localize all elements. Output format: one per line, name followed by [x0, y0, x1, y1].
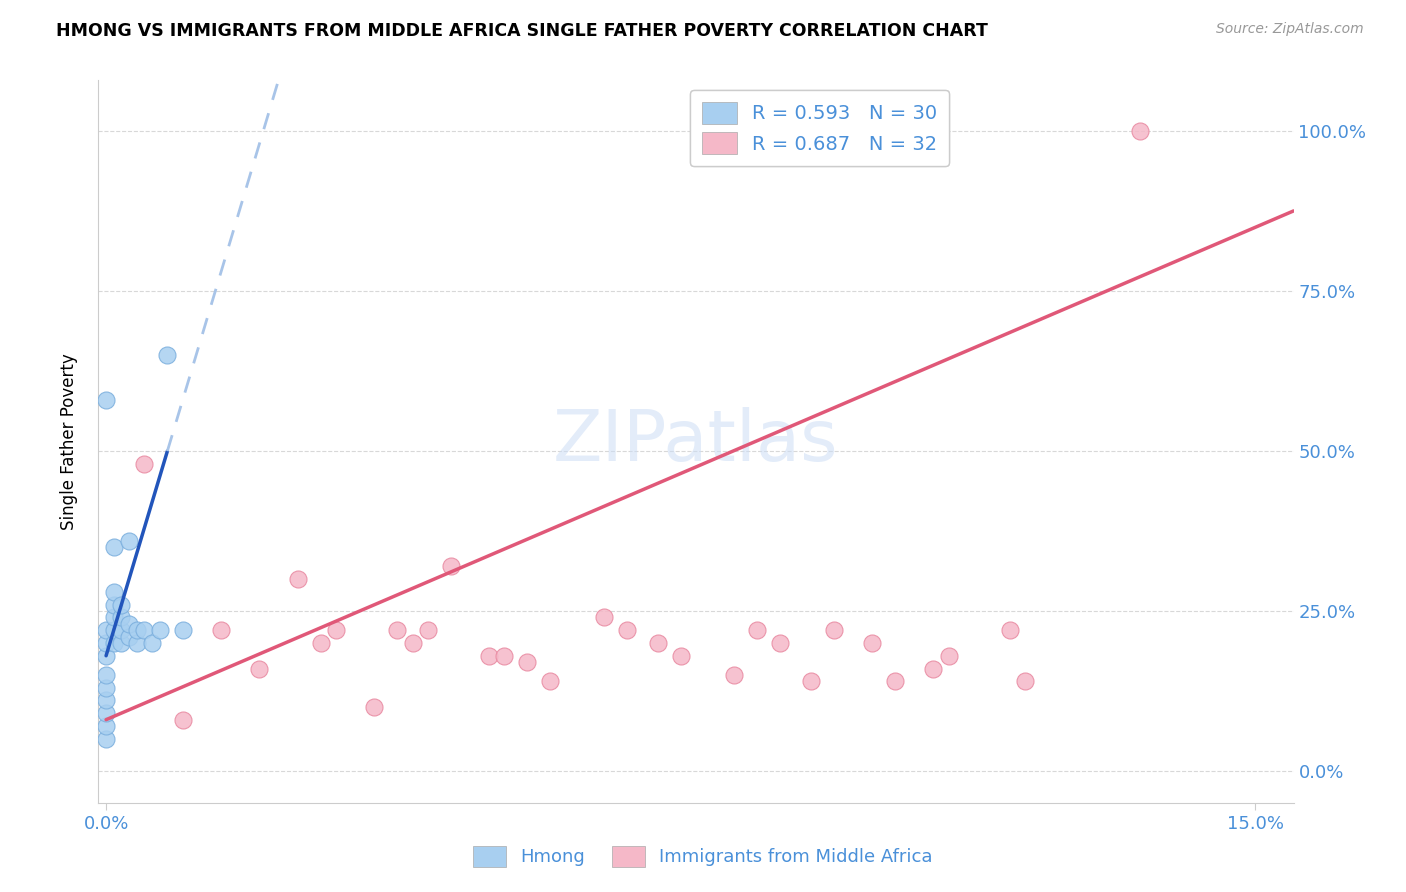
Point [325, 623, 347, 637]
Point [593, 610, 616, 624]
Point [172, 623, 194, 637]
Point [94, 719, 117, 733]
Point [103, 636, 125, 650]
Point [118, 630, 141, 644]
Point [247, 661, 270, 675]
Point [110, 610, 132, 624]
Point [94, 693, 117, 707]
Point [94, 648, 117, 663]
Text: Source: ZipAtlas.com: Source: ZipAtlas.com [1216, 22, 1364, 37]
Point [125, 636, 148, 650]
Point [110, 598, 132, 612]
Point [103, 610, 125, 624]
Point [172, 713, 194, 727]
Point [141, 636, 163, 650]
Point [94, 623, 117, 637]
Point [998, 623, 1021, 637]
Point [156, 348, 179, 362]
Point [538, 674, 561, 689]
Legend: Hmong, Immigrants from Middle Africa: Hmong, Immigrants from Middle Africa [467, 838, 939, 874]
Point [94, 681, 117, 695]
Point [125, 623, 148, 637]
Point [363, 699, 385, 714]
Point [860, 636, 883, 650]
Point [110, 636, 132, 650]
Legend: R = 0.593   N = 30, R = 0.687   N = 32: R = 0.593 N = 30, R = 0.687 N = 32 [690, 90, 949, 166]
Point [134, 623, 156, 637]
Point [416, 623, 439, 637]
Point [769, 636, 792, 650]
Point [516, 655, 538, 669]
Text: HMONG VS IMMIGRANTS FROM MIDDLE AFRICA SINGLE FATHER POVERTY CORRELATION CHART: HMONG VS IMMIGRANTS FROM MIDDLE AFRICA S… [56, 22, 988, 40]
Point [494, 648, 516, 663]
Point [94, 706, 117, 721]
Point [103, 540, 125, 554]
Point [1129, 124, 1152, 138]
Point [209, 623, 232, 637]
Point [1014, 674, 1036, 689]
Point [800, 674, 823, 689]
Point [823, 623, 845, 637]
Point [103, 584, 125, 599]
Point [287, 572, 309, 586]
Point [922, 661, 945, 675]
Point [149, 623, 172, 637]
Point [440, 559, 463, 574]
Point [647, 636, 669, 650]
Point [723, 668, 745, 682]
Point [134, 457, 156, 471]
Point [94, 731, 117, 746]
Point [938, 648, 960, 663]
Point [94, 636, 117, 650]
Point [118, 533, 141, 548]
Point [385, 623, 409, 637]
Text: ZIPatlas: ZIPatlas [553, 407, 839, 476]
Point [884, 674, 907, 689]
Y-axis label: Single Father Poverty: Single Father Poverty [59, 353, 77, 530]
Point [401, 636, 423, 650]
Point [616, 623, 638, 637]
Point [309, 636, 332, 650]
Point [103, 598, 125, 612]
Point [669, 648, 692, 663]
Point [118, 616, 141, 631]
Point [103, 623, 125, 637]
Point [94, 392, 117, 407]
Point [478, 648, 501, 663]
Point [94, 668, 117, 682]
Point [747, 623, 769, 637]
Point [110, 623, 132, 637]
